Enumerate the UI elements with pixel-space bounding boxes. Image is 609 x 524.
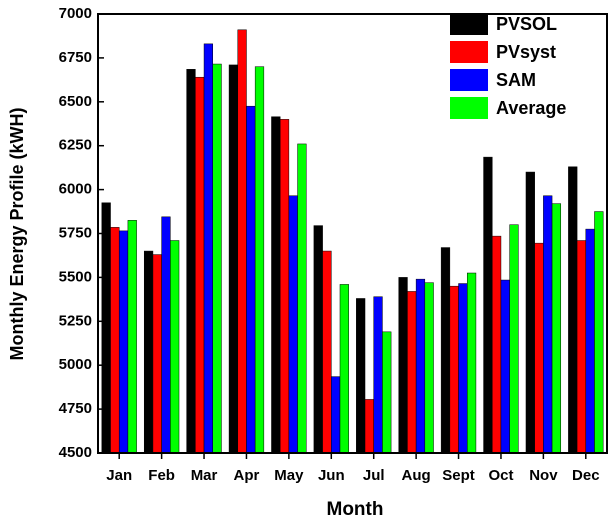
bar	[585, 228, 595, 454]
bar	[152, 254, 162, 454]
bar	[534, 242, 544, 454]
legend-swatch	[450, 13, 488, 35]
legend-swatch	[450, 69, 488, 91]
bar	[143, 250, 154, 454]
x-tick-label: Nov	[529, 467, 558, 484]
bar	[458, 283, 468, 454]
bar	[195, 76, 205, 454]
bar	[509, 224, 519, 454]
bar	[382, 331, 392, 454]
bar	[322, 250, 332, 454]
x-tick-label: May	[274, 467, 304, 484]
bar	[525, 171, 535, 454]
bar	[492, 235, 502, 454]
x-tick-label: Oct	[488, 467, 513, 484]
legend-label: PVsyst	[496, 42, 556, 62]
x-tick-label: Apr	[234, 467, 260, 484]
legend-swatch	[450, 41, 488, 63]
bar	[407, 291, 417, 454]
bar	[331, 376, 341, 454]
x-tick-label: Dec	[572, 467, 600, 484]
bar	[568, 166, 578, 454]
bar	[170, 240, 180, 454]
y-tick-label: 5000	[59, 356, 92, 373]
bar	[271, 116, 281, 454]
x-tick-label: Jul	[363, 467, 385, 484]
bar	[594, 211, 604, 454]
x-tick-label: Sept	[442, 467, 475, 484]
bar	[127, 220, 137, 454]
bar	[415, 278, 426, 454]
plot-frame	[97, 13, 608, 454]
y-axis-label: Monthly Energy Profile (kWH)	[7, 107, 27, 360]
bar	[203, 43, 213, 454]
bar	[440, 247, 451, 454]
bar	[110, 227, 120, 454]
y-tick-label: 7000	[59, 5, 92, 22]
y-tick-label: 6500	[59, 93, 92, 110]
x-tick-label: Feb	[148, 467, 175, 484]
bar	[288, 195, 298, 454]
x-axis-label: Month	[327, 499, 384, 520]
bar	[364, 399, 374, 454]
bar	[466, 272, 477, 454]
bar	[101, 202, 111, 454]
bar	[161, 216, 171, 454]
bar	[186, 69, 196, 454]
bar	[118, 230, 129, 454]
bar	[543, 195, 553, 454]
bar	[483, 156, 493, 454]
bar	[297, 143, 307, 454]
bar	[576, 240, 587, 454]
legend-label: SAM	[496, 70, 536, 90]
x-tick-label: Jun	[318, 467, 345, 484]
bar	[237, 29, 247, 454]
bar	[424, 282, 434, 454]
y-tick-label: 6250	[59, 137, 92, 154]
y-tick-label: 5250	[59, 312, 92, 329]
legend-swatch	[450, 97, 488, 119]
bar	[551, 203, 562, 454]
legend-label: Average	[496, 98, 566, 118]
bar	[313, 225, 323, 454]
y-tick-label: 4500	[59, 444, 92, 461]
x-tick-label: Jan	[106, 467, 132, 484]
y-tick-label: 5750	[59, 224, 92, 241]
bar	[212, 63, 222, 454]
y-tick-label: 4750	[59, 400, 92, 417]
bar	[449, 285, 459, 454]
bar	[254, 66, 265, 454]
y-tick-label: 5500	[59, 268, 92, 285]
bar	[339, 284, 349, 454]
bar	[500, 279, 510, 454]
y-tick-label: 6750	[59, 49, 92, 66]
bar	[373, 296, 383, 454]
bar	[228, 64, 239, 454]
bar	[279, 119, 290, 454]
legend-label: PVSOL	[496, 14, 557, 34]
bar	[246, 105, 256, 454]
bar	[398, 277, 408, 454]
x-tick-label: Aug	[402, 467, 431, 484]
y-tick-label: 6000	[59, 181, 92, 198]
bar	[356, 298, 366, 454]
x-tick-label: Mar	[191, 467, 218, 484]
